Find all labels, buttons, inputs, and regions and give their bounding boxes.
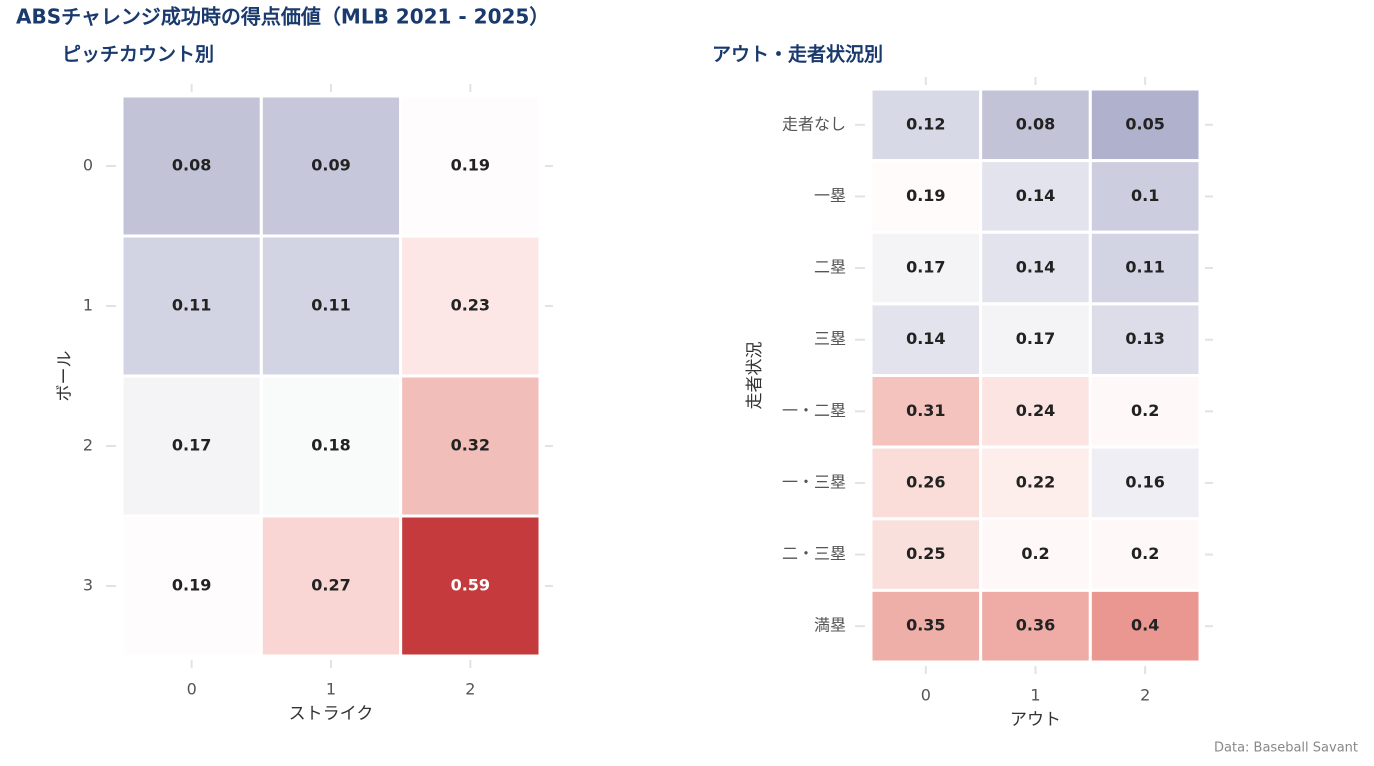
cell-label: 0.17 — [1016, 329, 1055, 348]
y-tick-label: 一塁 — [814, 186, 846, 205]
y-axis-title: 走者状況 — [745, 342, 765, 410]
cell-label: 0.11 — [311, 296, 350, 315]
cell-label: 0.59 — [451, 576, 490, 595]
cell — [1088, 302, 1202, 377]
y-tick-label: 満塁 — [814, 616, 846, 635]
cell-label: 0.13 — [1125, 329, 1164, 348]
cell-label: 0.23 — [451, 296, 490, 315]
x-axis-title: ストライク — [289, 704, 374, 724]
cell — [869, 87, 983, 163]
cell-label: 0.19 — [906, 186, 945, 205]
cell-label: 0.14 — [1016, 258, 1055, 277]
cell — [1088, 588, 1202, 664]
cell-label: 0.22 — [1016, 472, 1055, 491]
cell-label: 0.2 — [1021, 544, 1049, 563]
y-axis-title: ボール — [55, 351, 75, 402]
cell-label: 0.14 — [1016, 186, 1055, 205]
cell-label: 0.14 — [906, 329, 945, 348]
cell-label: 0.24 — [1016, 401, 1055, 420]
x-axis-title: アウト — [1010, 710, 1061, 730]
cell — [979, 87, 1092, 163]
x-tick-label: 2 — [1140, 686, 1150, 705]
panel-title: ピッチカウント別 — [62, 44, 214, 66]
x-tick-label: 0 — [187, 680, 197, 699]
y-tick-label: 一・二塁 — [782, 401, 846, 420]
cell-label: 0.17 — [906, 258, 945, 277]
cell — [1088, 230, 1202, 306]
cell-label: 0.26 — [906, 472, 945, 491]
cell-label: 0.32 — [451, 436, 490, 455]
cell — [120, 234, 263, 378]
cell — [1088, 159, 1202, 234]
cell-label: 0.2 — [1131, 401, 1159, 420]
cell-label: 0.08 — [1016, 114, 1055, 133]
cell-label: 0.4 — [1131, 616, 1159, 635]
caption: Data: Baseball Savant — [1214, 741, 1358, 756]
cell — [979, 159, 1092, 234]
panel-title: アウト・走者状況別 — [712, 43, 883, 66]
cell — [869, 588, 983, 664]
cell-label: 0.2 — [1131, 544, 1159, 563]
cell — [979, 517, 1092, 592]
x-tick-label: 1 — [326, 680, 336, 699]
cell — [120, 94, 263, 238]
cell-label: 0.08 — [172, 156, 211, 175]
cell — [399, 374, 542, 518]
x-tick-label: 2 — [465, 680, 475, 699]
y-tick-label: 2 — [83, 436, 93, 455]
cell — [399, 94, 542, 238]
cell — [1088, 517, 1202, 592]
cell-label: 0.18 — [311, 436, 350, 455]
y-tick-label: 3 — [83, 576, 93, 595]
cell — [869, 159, 983, 234]
cell — [1088, 374, 1202, 449]
y-tick-label: 0 — [83, 156, 93, 175]
cell-label: 0.25 — [906, 544, 945, 563]
cell-label: 0.17 — [172, 436, 211, 455]
cell-label: 0.09 — [311, 156, 350, 175]
cell-label: 0.27 — [311, 576, 350, 595]
cell-label: 0.31 — [906, 401, 945, 420]
y-tick-label: 二塁 — [814, 258, 846, 277]
cell — [399, 234, 542, 378]
cell — [259, 514, 403, 658]
cell — [120, 374, 263, 518]
cell-label: 0.36 — [1016, 616, 1055, 635]
cell — [399, 514, 542, 658]
y-tick-label: 一・三塁 — [782, 472, 846, 491]
cell — [120, 514, 263, 658]
x-tick-label: 0 — [921, 686, 931, 705]
cell — [979, 588, 1092, 664]
y-tick-label: 三塁 — [814, 329, 846, 348]
cell-label: 0.19 — [172, 576, 211, 595]
cell-label: 0.16 — [1125, 472, 1164, 491]
x-tick-label: 1 — [1030, 686, 1040, 705]
cell-label: 0.11 — [172, 296, 211, 315]
y-tick-label: 走者なし — [782, 114, 846, 133]
y-tick-label: 二・三塁 — [782, 544, 846, 563]
chart-title: ABSチャレンジ成功時の得点価値（MLB 2021 - 2025） — [16, 5, 549, 29]
cell-label: 0.1 — [1131, 186, 1159, 205]
cell-label: 0.11 — [1125, 258, 1164, 277]
cell — [1088, 445, 1202, 521]
cell-label: 0.35 — [906, 616, 945, 635]
cell-label: 0.12 — [906, 114, 945, 133]
y-tick-label: 1 — [83, 296, 93, 315]
cell — [1088, 87, 1202, 163]
cell-label: 0.05 — [1125, 114, 1164, 133]
cell-label: 0.19 — [451, 156, 490, 175]
cell — [259, 234, 403, 378]
